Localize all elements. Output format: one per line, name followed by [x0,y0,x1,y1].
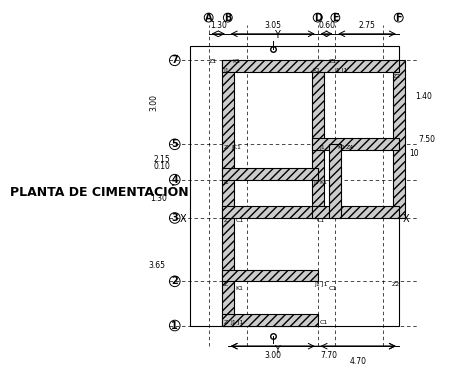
Text: F: F [395,14,402,23]
Text: K1: K1 [337,145,345,150]
Text: J1 J1: J1 J1 [314,282,328,287]
Text: 4.70: 4.70 [350,357,367,366]
Text: 4: 4 [172,175,178,185]
Bar [222,168,318,180]
Text: 3.00: 3.00 [150,94,159,111]
Text: 1.30: 1.30 [210,21,227,30]
Text: Z: Z [224,320,228,325]
Text: 7.70: 7.70 [320,351,337,360]
Text: 2.15: 2.15 [153,155,170,164]
Text: 2.75: 2.75 [359,21,375,30]
Text: 0.60: 0.60 [318,21,335,30]
Text: Z: Z [224,145,228,150]
Text: PLANTA DE CIMENTACIÓN: PLANTA DE CIMENTACIÓN [10,186,189,199]
Bar [329,144,341,218]
Text: B: B [224,14,231,23]
Text: JK1: JK1 [232,145,242,150]
Text: K1: K1 [312,68,320,73]
Text: D: D [314,14,322,23]
Text: X: X [402,215,409,224]
Bar [222,206,318,218]
Text: K1: K1 [236,286,244,291]
Text: C1: C1 [236,218,244,224]
Text: Z1: Z1 [209,59,217,64]
Text: C1: C1 [317,218,325,224]
Text: Z: Z [224,218,228,224]
Text: Z4: Z4 [346,145,354,150]
Bar [222,60,234,325]
Bar [222,60,399,72]
Bar [190,46,399,325]
Text: Z: Z [224,282,228,287]
Text: C1: C1 [328,286,337,291]
Text: J1: J1 [223,68,229,73]
Text: J1: J1 [223,180,229,185]
Text: 7.50: 7.50 [418,135,435,144]
Text: J1 J1: J1 J1 [230,320,244,325]
Text: 1.30: 1.30 [150,194,167,203]
Text: 3: 3 [172,213,178,223]
Bar [222,270,318,281]
Text: Z2: Z2 [393,74,401,79]
Text: K1: K1 [233,59,241,64]
Text: Z1: Z1 [328,59,337,64]
Text: A: A [205,14,212,23]
Text: 0.10: 0.10 [153,162,170,171]
Bar [312,138,399,150]
Text: 3.05: 3.05 [264,21,281,30]
Text: J1: J1 [313,180,319,185]
Text: E: E [332,14,339,23]
Text: 1: 1 [172,320,178,331]
Text: Y: Y [274,30,280,40]
Text: K1: K1 [319,180,328,185]
Text: Y: Y [274,345,280,355]
Text: C1: C1 [319,320,328,325]
Text: Z2: Z2 [392,282,400,287]
Bar [312,206,399,218]
Bar [222,314,318,325]
Bar [312,60,324,218]
Text: 3.00: 3.00 [264,351,281,360]
Text: J1 J1: J1 J1 [335,68,348,73]
Text: J1: J1 [319,145,325,150]
Text: 3.65: 3.65 [148,261,165,270]
Text: 1.40: 1.40 [415,92,432,101]
Bar [393,60,405,218]
Text: 7: 7 [172,55,178,65]
Text: 5: 5 [172,139,178,149]
Text: 2: 2 [172,276,178,286]
Text: 10: 10 [409,149,419,158]
Text: X: X [179,215,186,224]
